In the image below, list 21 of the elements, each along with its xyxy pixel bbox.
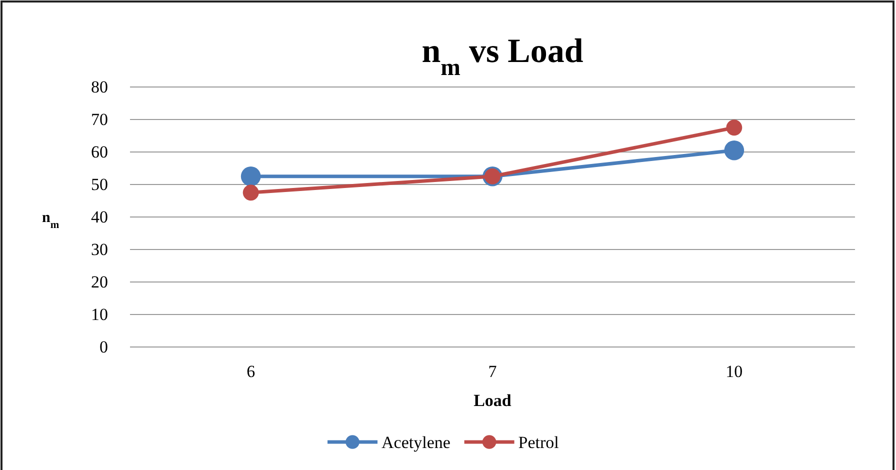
x-tick-label: 10	[726, 362, 743, 382]
y-tick-label: 40	[91, 207, 108, 226]
y-tick-label: 70	[91, 110, 108, 129]
y-tick-label: 50	[91, 174, 108, 194]
y-tick-label: 80	[91, 77, 108, 96]
legend-label: Acetylene	[382, 433, 450, 452]
point	[724, 140, 744, 160]
x-tick-label: 6	[246, 362, 256, 382]
legend-label: Petrol	[518, 433, 560, 452]
y-tick-label: 60	[91, 142, 108, 162]
chart-title: n$_{m}$ vs Load	[422, 33, 584, 81]
point	[726, 120, 742, 136]
point	[242, 184, 259, 201]
y-tick-label: 0	[100, 337, 108, 356]
y-axis-title: n$_{m}$	[42, 210, 60, 230]
point	[240, 166, 261, 186]
x-axis-title: Load	[474, 391, 512, 410]
y-tick-label: 30	[91, 240, 108, 259]
y-tick-label: 10	[91, 304, 108, 324]
y-tick-label: 20	[91, 272, 108, 292]
x-tick-label: 7	[488, 362, 498, 382]
